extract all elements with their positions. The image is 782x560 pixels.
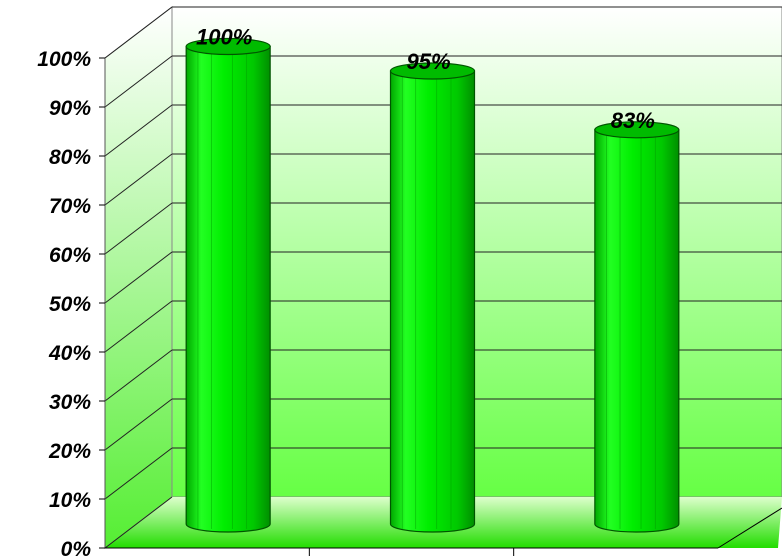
gridline-diagonal <box>104 300 173 353</box>
bar <box>594 121 680 533</box>
y-axis-ticks: 0% 10% 20% 30% 40% 50% 60% 70% 80% 90% 100% <box>37 48 105 560</box>
bar <box>389 62 476 533</box>
y-tick-label: 40% <box>48 342 91 365</box>
bar-body <box>594 129 680 533</box>
bar-body <box>389 70 476 533</box>
gridline-diagonal <box>104 153 173 206</box>
bars <box>185 37 680 533</box>
bar <box>185 37 271 533</box>
y-tick-label: 80% <box>49 146 91 169</box>
bar-top <box>185 37 271 56</box>
y-tick-label: 10% <box>49 489 91 512</box>
gridline-diagonal <box>104 202 173 255</box>
gridline-diagonal <box>104 398 173 451</box>
y-tick-label: 30% <box>49 391 91 414</box>
data-label: 100% <box>196 25 252 50</box>
data-label: 83% <box>611 108 655 133</box>
bar-top <box>594 121 680 139</box>
y-tick-label: 60% <box>49 244 91 267</box>
gridline-diagonal <box>104 349 173 402</box>
y-tick-label: 50% <box>49 293 91 316</box>
gridline-diagonal <box>104 447 173 500</box>
gridline-diagonal <box>104 496 173 549</box>
bar-body <box>185 45 271 533</box>
bar-top <box>389 62 476 80</box>
gridline-diagonal <box>104 6 173 59</box>
gridline-diagonal <box>104 104 173 157</box>
y-tick-label: 90% <box>49 97 91 120</box>
data-labels: 100% 95% 83% <box>196 25 655 133</box>
gridline-diagonal <box>104 251 173 304</box>
floor-edge <box>717 507 782 549</box>
y-tick-label: 0% <box>61 538 92 560</box>
gridlines <box>104 6 782 549</box>
data-label: 95% <box>406 49 450 74</box>
y-tick-label: 100% <box>37 48 91 71</box>
y-tick-label: 20% <box>48 440 91 463</box>
gridline-diagonal <box>104 55 173 108</box>
y-tick-label: 70% <box>49 195 91 218</box>
